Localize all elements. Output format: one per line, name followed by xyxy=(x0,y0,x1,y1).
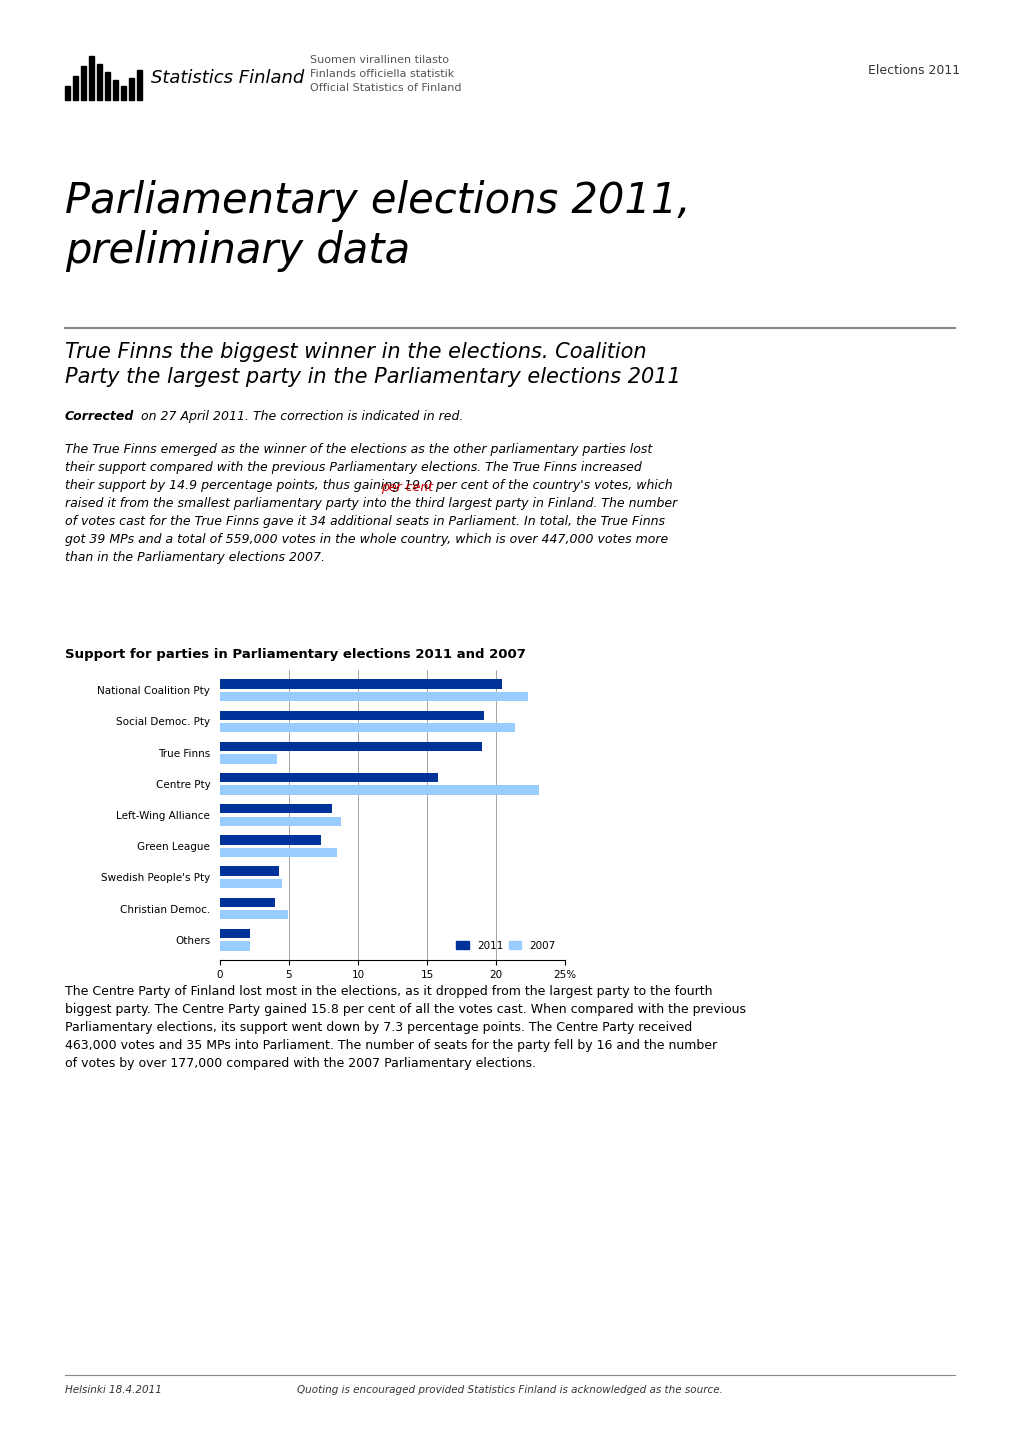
Text: Finlands officiella statistik: Finlands officiella statistik xyxy=(310,69,453,79)
Bar xyxy=(220,679,501,689)
Bar xyxy=(220,910,287,920)
Bar xyxy=(220,835,320,845)
Bar xyxy=(220,897,275,907)
Bar xyxy=(89,56,94,99)
Bar xyxy=(220,942,250,950)
Bar xyxy=(105,72,110,99)
Text: Quoting is encouraged provided Statistics Finland is acknowledged as the source.: Quoting is encouraged provided Statistic… xyxy=(297,1384,722,1394)
Text: Parliamentary elections 2011,
preliminary data: Parliamentary elections 2011, preliminar… xyxy=(65,180,690,273)
Bar xyxy=(113,79,118,99)
Text: Support for parties in Parliamentary elections 2011 and 2007: Support for parties in Parliamentary ele… xyxy=(65,647,526,660)
Legend: 2011, 2007: 2011, 2007 xyxy=(451,936,559,955)
Bar xyxy=(128,78,133,99)
Text: Corrected: Corrected xyxy=(65,410,135,423)
Bar xyxy=(220,711,483,720)
Text: Statistics Finland: Statistics Finland xyxy=(151,69,304,87)
Bar xyxy=(65,87,70,99)
Bar xyxy=(220,816,341,826)
Text: Official Statistics of Finland: Official Statistics of Finland xyxy=(310,84,461,92)
Bar xyxy=(121,87,126,99)
Bar xyxy=(97,63,102,99)
Bar xyxy=(220,786,538,795)
Text: Helsinki 18.4.2011: Helsinki 18.4.2011 xyxy=(65,1384,162,1394)
Text: The Centre Party of Finland lost most in the elections, as it dropped from the l: The Centre Party of Finland lost most in… xyxy=(65,985,745,1070)
Text: per cent: per cent xyxy=(380,480,432,493)
Text: True Finns the biggest winner in the elections. Coalition
Party the largest part: True Finns the biggest winner in the ele… xyxy=(65,342,680,386)
Text: Elections 2011: Elections 2011 xyxy=(867,63,959,76)
Bar xyxy=(220,722,515,733)
Bar xyxy=(220,773,437,782)
Bar xyxy=(220,741,482,751)
Text: The True Finns emerged as the winner of the elections as the other parliamentary: The True Finns emerged as the winner of … xyxy=(65,443,677,564)
Bar xyxy=(137,71,142,99)
Text: Suomen virallinen tilasto: Suomen virallinen tilasto xyxy=(310,55,448,65)
Text: on 27 April 2011. The correction is indicated in red.: on 27 April 2011. The correction is indi… xyxy=(137,410,463,423)
Bar xyxy=(220,880,282,888)
Bar xyxy=(220,848,337,857)
Bar xyxy=(220,754,276,764)
Bar xyxy=(73,76,77,99)
Bar xyxy=(220,929,250,939)
Bar xyxy=(220,805,331,813)
Bar xyxy=(81,66,86,99)
Bar xyxy=(220,867,279,875)
Bar xyxy=(220,692,527,701)
